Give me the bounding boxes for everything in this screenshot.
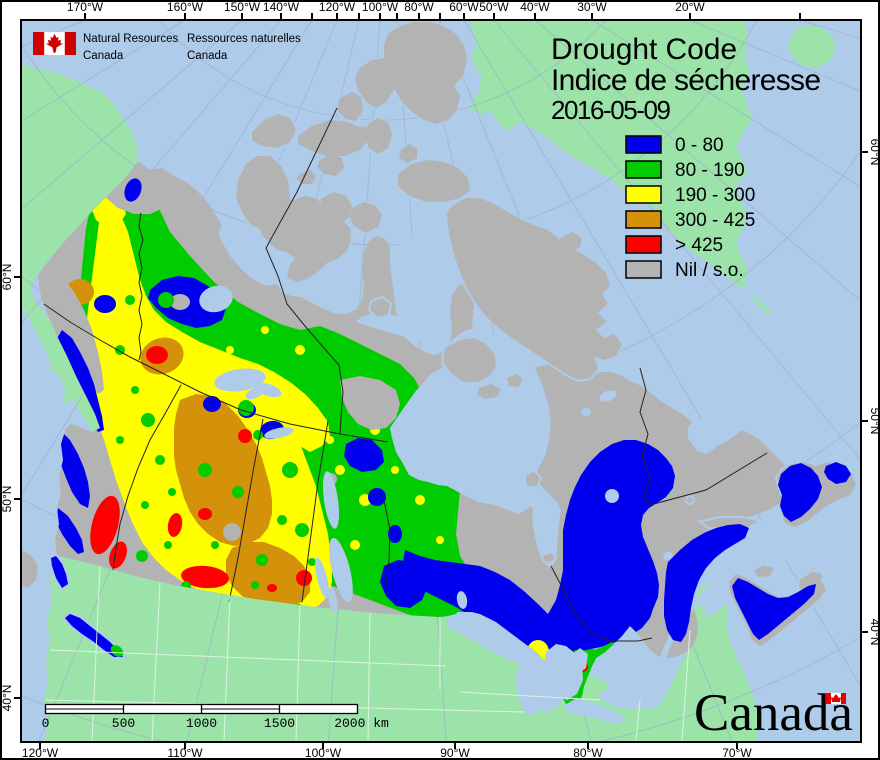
svg-text:60°N: 60°N <box>868 139 880 166</box>
svg-text:50°N: 50°N <box>0 486 14 513</box>
svg-text:1000: 1000 <box>186 716 217 731</box>
svg-text:Natural Resources: Natural Resources <box>83 33 178 45</box>
svg-text:170°W: 170°W <box>67 0 104 14</box>
svg-text:40°N: 40°N <box>0 685 14 712</box>
svg-text:120°W: 120°W <box>319 0 356 14</box>
svg-text:190 - 300: 190 - 300 <box>675 185 755 206</box>
svg-text:70°W: 70°W <box>722 746 752 760</box>
svg-text:90°W: 90°W <box>440 746 470 760</box>
svg-text:100°W: 100°W <box>362 0 399 14</box>
svg-text:> 425: > 425 <box>675 235 723 256</box>
svg-text:Indice de sécheresse: Indice de sécheresse <box>551 64 821 97</box>
svg-text:110°W: 110°W <box>167 746 203 760</box>
svg-text:0 - 80: 0 - 80 <box>675 135 724 156</box>
svg-text:50°N: 50°N <box>868 408 880 435</box>
svg-text:20°W: 20°W <box>675 0 705 14</box>
svg-text:Drought Code: Drought Code <box>551 33 737 66</box>
svg-text:150°W: 150°W <box>224 0 261 14</box>
svg-text:80°W: 80°W <box>573 746 603 760</box>
svg-text:2016-05-09: 2016-05-09 <box>551 95 671 125</box>
svg-text:30°W: 30°W <box>577 0 607 14</box>
svg-text:Canada: Canada <box>83 50 124 62</box>
svg-text:40°N: 40°N <box>868 619 880 646</box>
svg-text:50°W: 50°W <box>479 0 509 14</box>
svg-text:Nil / s.o.: Nil / s.o. <box>675 260 744 281</box>
svg-text:Canada: Canada <box>694 684 853 742</box>
svg-text:160°W: 160°W <box>167 0 204 14</box>
svg-text:60°N: 60°N <box>0 264 14 291</box>
svg-text:80°W: 80°W <box>404 0 434 14</box>
svg-text:1500: 1500 <box>264 716 295 731</box>
svg-text:0: 0 <box>42 716 50 731</box>
svg-text:Canada: Canada <box>187 50 228 62</box>
svg-text:2000 km: 2000 km <box>334 716 389 731</box>
svg-text:300 - 425: 300 - 425 <box>675 210 755 231</box>
svg-text:100°W: 100°W <box>305 746 342 760</box>
svg-text:40°W: 40°W <box>520 0 550 14</box>
svg-text:500: 500 <box>112 716 135 731</box>
svg-text:Ressources naturelles: Ressources naturelles <box>187 33 301 45</box>
svg-text:120°W: 120°W <box>22 746 59 760</box>
svg-text:60°W: 60°W <box>449 0 479 14</box>
svg-text:80 - 190: 80 - 190 <box>675 160 745 181</box>
svg-text:140°W: 140°W <box>263 0 300 14</box>
